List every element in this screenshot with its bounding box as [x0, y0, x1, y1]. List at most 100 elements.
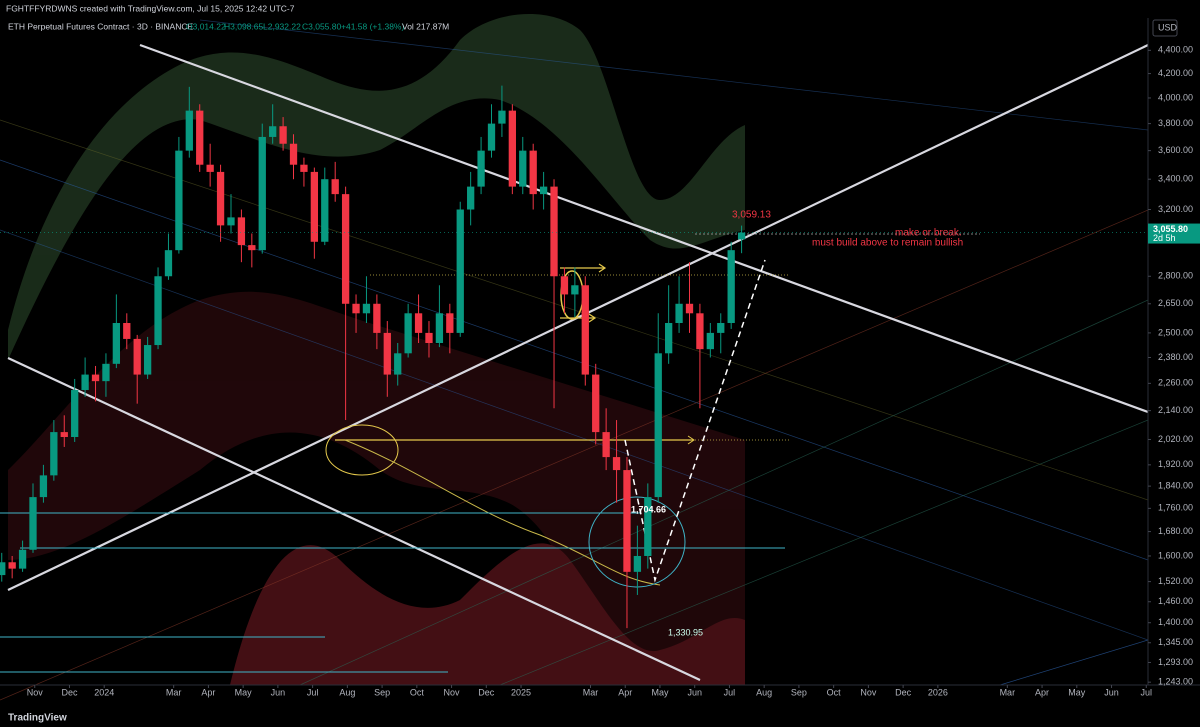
- candle-body: [665, 323, 673, 354]
- candle-body: [706, 332, 714, 350]
- candle-body: [508, 110, 516, 187]
- y-tick-label: 1,460.00: [1158, 596, 1193, 606]
- candle-body: [560, 276, 569, 295]
- candle-body: [185, 110, 193, 151]
- x-tick-label: Sep: [374, 687, 390, 697]
- y-tick-label: 3,200.00: [1158, 204, 1193, 214]
- candle-body: [175, 150, 183, 251]
- candle-body: [279, 126, 287, 144]
- candle-body: [612, 457, 621, 471]
- y-tick-label: 1,400.00: [1158, 617, 1193, 627]
- y-tick-label: 2,140.00: [1158, 405, 1193, 415]
- currency[interactable]: USD: [1158, 22, 1178, 32]
- x-tick-label: Jun: [1104, 687, 1119, 697]
- candle-body: [237, 217, 246, 246]
- candle-body: [394, 353, 402, 375]
- high-label: 3,059.13: [732, 210, 771, 221]
- currency-box[interactable]: [1152, 19, 1178, 37]
- ohlc-low: L2,932.22: [263, 21, 301, 31]
- candle-body: [519, 150, 527, 187]
- y-tick-label: 2,650.00: [1158, 298, 1193, 308]
- candle-body: [633, 555, 642, 572]
- candle-body: [550, 186, 558, 277]
- candle-body: [289, 143, 298, 165]
- candle-body: [133, 338, 141, 375]
- symbol-title: ETH Perpetual Futures Contract · 3D · BI…: [8, 21, 194, 31]
- x-tick-label: Dec: [61, 687, 78, 697]
- candles: [0, 85, 746, 629]
- x-tick-label: Jul: [1141, 687, 1153, 697]
- x-tick-label: Apr: [1035, 687, 1049, 697]
- candle-body: [71, 390, 79, 437]
- candle-body: [248, 245, 256, 251]
- x-tick-label: Mar: [1000, 687, 1016, 697]
- x-tick-label: Aug: [756, 687, 772, 697]
- candle-body: [29, 497, 37, 550]
- candle-body: [154, 276, 162, 346]
- bands: [8, 13, 745, 685]
- candle-body: [60, 432, 68, 437]
- note: must build above to remain bullish: [812, 238, 963, 249]
- x-tick-label: Aug: [339, 687, 355, 697]
- candle-body: [487, 123, 496, 151]
- volume: Vol 217.87M: [402, 21, 449, 31]
- x-tick-label: May: [651, 687, 669, 697]
- ohlc-open: O3,014.22: [186, 21, 226, 31]
- candle-body: [717, 323, 725, 333]
- x-tick-label: May: [1068, 687, 1086, 697]
- candle-body: [425, 332, 433, 343]
- x-tick-label: Mar: [166, 687, 182, 697]
- candle-body: [258, 136, 266, 251]
- x-tick-label: Oct: [827, 687, 842, 697]
- x-tick-label: Oct: [410, 687, 425, 697]
- ohlc-change: +41.58 (+1.38%): [341, 21, 404, 31]
- x-tick-label: 2024: [94, 687, 114, 697]
- y-tick-label: 2,500.00: [1158, 327, 1193, 337]
- y-tick-label: 2,260.00: [1158, 378, 1193, 388]
- x-tick-label: Jul: [724, 687, 736, 697]
- y-tick-label: 1,840.00: [1158, 480, 1193, 490]
- candle-body: [269, 126, 277, 137]
- candle-body: [164, 250, 173, 277]
- x-tick-label: Nov: [444, 687, 461, 697]
- candle-body: [581, 285, 589, 375]
- candle-body: [592, 374, 600, 433]
- low-label: 1,704.66: [631, 504, 666, 514]
- candle-body: [50, 432, 58, 476]
- candle-body: [300, 164, 308, 172]
- y-tick-label: 1,243.00: [1158, 677, 1193, 687]
- candle-body: [39, 475, 48, 498]
- candle-body: [467, 186, 475, 210]
- candle-body: [623, 470, 631, 572]
- candle-body: [539, 186, 548, 195]
- x-tick-label: Jun: [687, 687, 702, 697]
- candle-body: [310, 171, 319, 242]
- ohlc-close: C3,055.80: [302, 21, 341, 31]
- candle-body: [91, 374, 100, 382]
- x-tick-label: Jun: [271, 687, 286, 697]
- y-tick-label: 3,600.00: [1158, 145, 1193, 155]
- candle-body: [206, 164, 214, 172]
- y-tick-label: 3,800.00: [1158, 118, 1193, 128]
- credit: FGHTFFYRDWNS created with TradingView.co…: [6, 3, 295, 13]
- candle-body: [414, 313, 423, 333]
- countdown: 2d 5h: [1153, 233, 1176, 243]
- candle-body: [435, 313, 444, 343]
- candle-body: [102, 363, 110, 382]
- y-tick-label: 4,200.00: [1158, 68, 1193, 78]
- y-tick-label: 1,345.00: [1158, 637, 1193, 647]
- low-label: 1,330.95: [668, 627, 703, 637]
- candle-body: [446, 313, 454, 333]
- x-tick-label: Nov: [27, 687, 44, 697]
- fib-lines: [0, 19, 1149, 701]
- x-tick-label: Apr: [618, 687, 632, 697]
- candle-body: [498, 110, 506, 124]
- y-tick-label: 1,680.00: [1158, 526, 1193, 536]
- candle-body: [477, 150, 485, 187]
- y-tick-label: 2,380.00: [1158, 352, 1193, 362]
- candle-body: [571, 285, 579, 295]
- candle-body: [196, 110, 204, 165]
- x-tick-label: Mar: [583, 687, 599, 697]
- candle-body: [373, 303, 381, 333]
- last-price-label: 3,055.80: [1153, 224, 1188, 234]
